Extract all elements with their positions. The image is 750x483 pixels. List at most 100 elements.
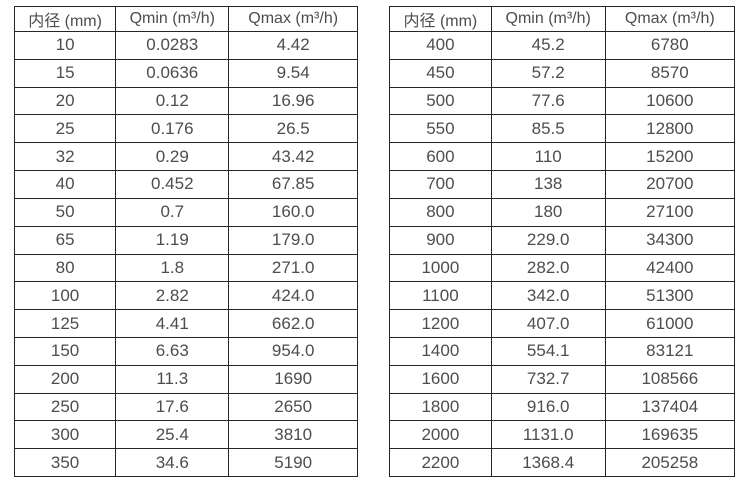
qmax-cell: 3810 xyxy=(228,420,358,450)
diameter-cell: 1800 xyxy=(389,392,492,422)
qmax-cell: 51300 xyxy=(604,281,736,311)
qmin-cell: 0.0283 xyxy=(115,31,230,60)
diameter-cell: 20 xyxy=(13,86,117,116)
table-row: 500 77.6 10600 xyxy=(389,86,736,116)
table-row: 40 0.452 67.85 xyxy=(13,170,358,199)
qmax-cell: 169635 xyxy=(604,420,736,450)
diameter-cell: 150 xyxy=(13,336,117,366)
table-row: 1000 282.0 42400 xyxy=(389,253,736,283)
qmin-cell: 34.6 xyxy=(115,448,230,477)
qmin-cell: 0.12 xyxy=(115,86,230,116)
qmax-cell: 2650 xyxy=(228,392,358,422)
qmin-cell: 0.176 xyxy=(115,114,230,144)
qmax-cell: 137404 xyxy=(604,392,736,422)
qmax-cell: 10600 xyxy=(604,86,736,116)
qmin-cell: 0.29 xyxy=(115,142,230,172)
qmax-cell: 67.85 xyxy=(228,170,358,199)
diameter-cell: 50 xyxy=(13,197,117,227)
diameter-cell: 2200 xyxy=(389,448,492,477)
qmin-cell: 0.7 xyxy=(115,197,230,227)
diameter-cell: 200 xyxy=(13,364,117,394)
table-row: 125 4.41 662.0 xyxy=(13,309,358,338)
col-header-diameter: 内径 (mm) xyxy=(389,6,492,32)
table-row: 1200 407.0 61000 xyxy=(389,309,736,338)
table-row: 15 0.0636 9.54 xyxy=(13,58,358,88)
qmax-cell: 20700 xyxy=(604,170,736,199)
table-row: 1800 916.0 137404 xyxy=(389,392,736,422)
table-row: 10 0.0283 4.42 xyxy=(13,31,358,60)
qmax-cell: 6780 xyxy=(604,31,736,60)
qmax-cell: 83121 xyxy=(604,336,736,366)
qmin-cell: 407.0 xyxy=(490,309,606,338)
table-row: 250 17.6 2650 xyxy=(13,392,358,422)
table-row: 450 57.2 8570 xyxy=(389,58,736,88)
diameter-cell: 10 xyxy=(13,31,117,60)
table-row: 2000 1131.0 169635 xyxy=(389,420,736,450)
qmin-cell: 77.6 xyxy=(490,86,606,116)
diameter-cell: 32 xyxy=(13,142,117,172)
qmax-cell: 43.42 xyxy=(228,142,358,172)
qmin-cell: 554.1 xyxy=(490,336,606,366)
qmax-cell: 34300 xyxy=(604,225,736,255)
diameter-cell: 125 xyxy=(13,309,117,338)
qmin-cell: 110 xyxy=(490,142,606,172)
qmax-cell: 16.96 xyxy=(228,86,358,116)
table-row: 350 34.6 5190 xyxy=(13,448,358,477)
qmin-cell: 1368.4 xyxy=(490,448,606,477)
diameter-cell: 1000 xyxy=(389,253,492,283)
diameter-cell: 1200 xyxy=(389,309,492,338)
table-row: 50 0.7 160.0 xyxy=(13,197,358,227)
qmin-cell: 342.0 xyxy=(490,281,606,311)
diameter-cell: 350 xyxy=(13,448,117,477)
diameter-cell: 900 xyxy=(389,225,492,255)
table-row: 100 2.82 424.0 xyxy=(13,281,358,311)
table-row: 900 229.0 34300 xyxy=(389,225,736,255)
col-header-qmin: Qmin (m³/h) xyxy=(115,6,230,32)
col-header-qmin: Qmin (m³/h) xyxy=(490,6,606,32)
table-row: 800 180 27100 xyxy=(389,197,736,227)
qmax-cell: 61000 xyxy=(604,309,736,338)
col-header-qmax: Qmax (m³/h) xyxy=(604,6,736,32)
qmin-cell: 57.2 xyxy=(490,58,606,88)
qmin-cell: 180 xyxy=(490,197,606,227)
table-row: 200 11.3 1690 xyxy=(13,364,358,394)
table-body: 400 45.2 6780 450 57.2 8570 500 77.6 10600 550 85.… xyxy=(389,31,736,477)
table-row: 300 25.4 3810 xyxy=(13,420,358,450)
qmax-cell: 9.54 xyxy=(228,58,358,88)
qmin-cell: 138 xyxy=(490,170,606,199)
qmax-cell: 8570 xyxy=(604,58,736,88)
diameter-cell: 2000 xyxy=(389,420,492,450)
qmax-cell: 4.42 xyxy=(228,31,358,60)
qmin-cell: 0.0636 xyxy=(115,58,230,88)
qmax-cell: 27100 xyxy=(604,197,736,227)
qmin-cell: 11.3 xyxy=(115,364,230,394)
diameter-cell: 600 xyxy=(389,142,492,172)
diameter-cell: 450 xyxy=(389,58,492,88)
diameter-cell: 40 xyxy=(13,170,117,199)
flow-table-small-diameters: 内径 (mm) Qmin (m³/h) Qmax (m³/h) 10 0.0283… xyxy=(13,6,358,477)
table-row: 20 0.12 16.96 xyxy=(13,86,358,116)
table-row: 400 45.2 6780 xyxy=(389,31,736,60)
diameter-cell: 1100 xyxy=(389,281,492,311)
diameter-cell: 500 xyxy=(389,86,492,116)
diameter-cell: 25 xyxy=(13,114,117,144)
table-row: 1100 342.0 51300 xyxy=(389,281,736,311)
table-row: 65 1.19 179.0 xyxy=(13,225,358,255)
table-row: 700 138 20700 xyxy=(389,170,736,199)
diameter-cell: 15 xyxy=(13,58,117,88)
qmin-cell: 4.41 xyxy=(115,309,230,338)
qmin-cell: 17.6 xyxy=(115,392,230,422)
diameter-cell: 400 xyxy=(389,31,492,60)
qmax-cell: 271.0 xyxy=(228,253,358,283)
diameter-cell: 700 xyxy=(389,170,492,199)
qmin-cell: 732.7 xyxy=(490,364,606,394)
qmax-cell: 205258 xyxy=(604,448,736,477)
diameter-cell: 1600 xyxy=(389,364,492,394)
col-header-diameter: 内径 (mm) xyxy=(13,6,117,32)
table-row: 32 0.29 43.42 xyxy=(13,142,358,172)
table-row: 25 0.176 26.5 xyxy=(13,114,358,144)
qmin-cell: 85.5 xyxy=(490,114,606,144)
qmin-cell: 25.4 xyxy=(115,420,230,450)
qmin-cell: 2.82 xyxy=(115,281,230,311)
